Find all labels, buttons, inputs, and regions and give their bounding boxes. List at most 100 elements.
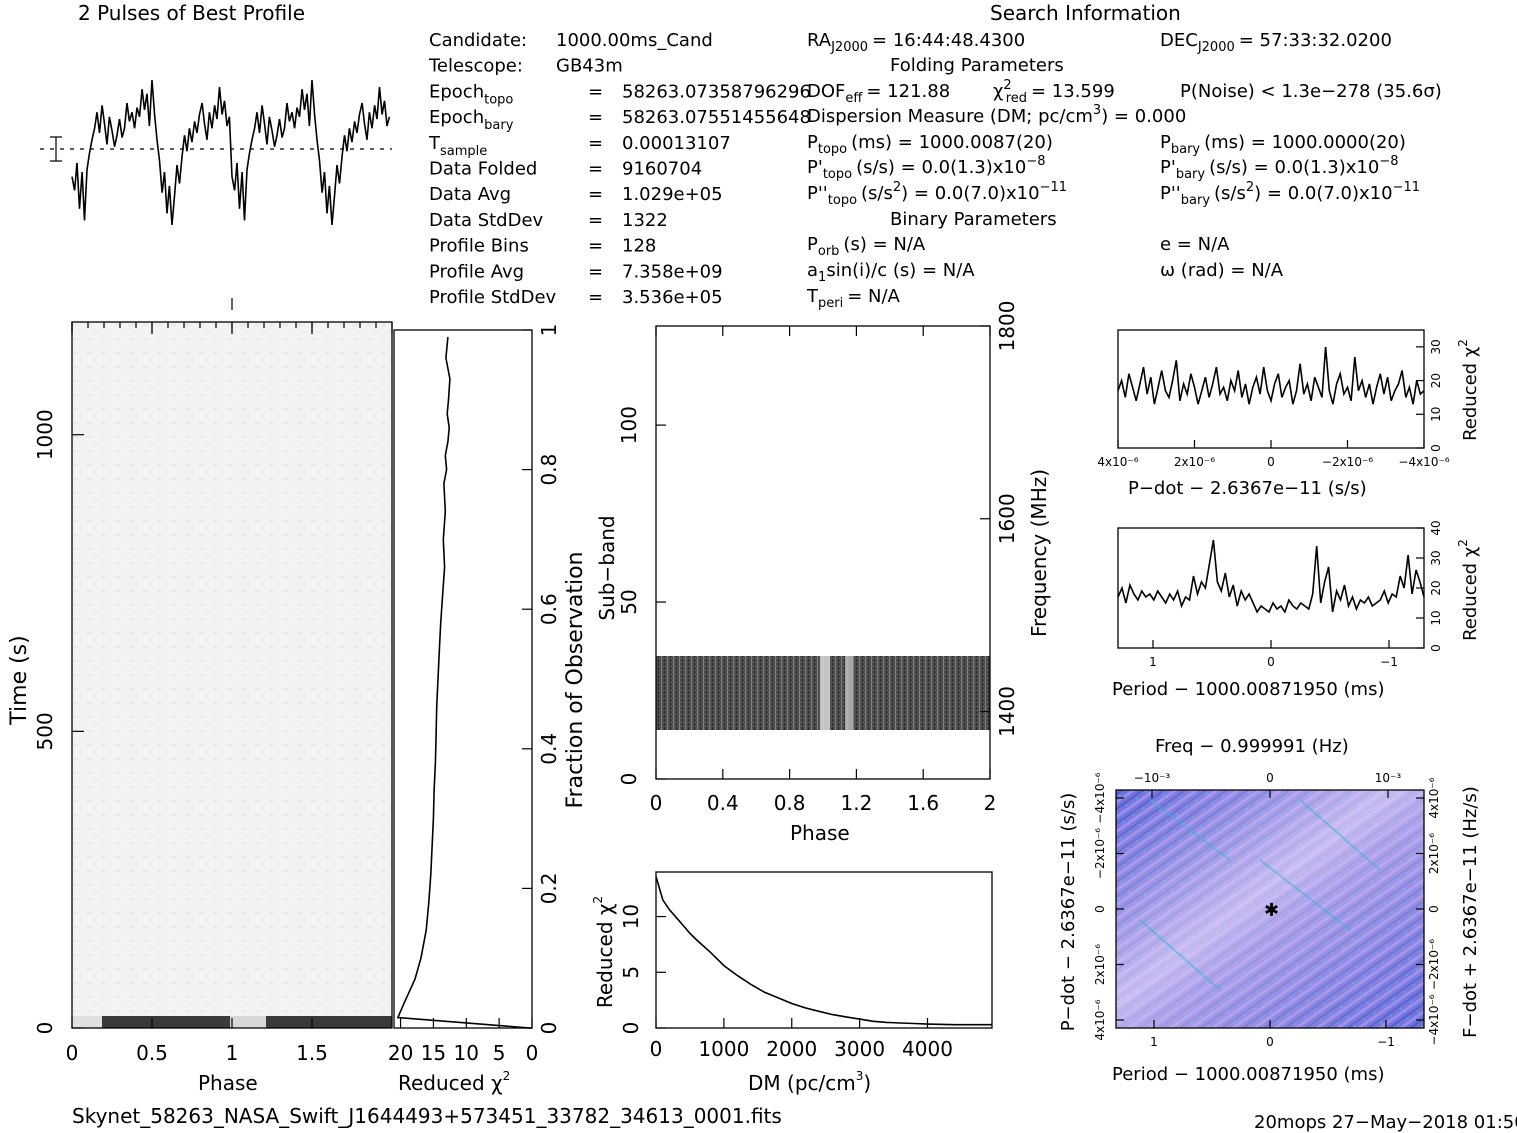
footer-filename: Skynet_58263_NASA_Swift_J1644493+573451_… <box>72 1104 782 1128</box>
y2-tick-label: 1400 <box>995 686 1019 737</box>
pddbary-unit: (s/s <box>1214 183 1246 204</box>
y-tick-label: 20 <box>1429 580 1443 595</box>
pdot-yaxis: 0 10 20 30 <box>1416 339 1443 452</box>
y-tick-label: 5 <box>619 966 643 979</box>
x-tick-label: 0 <box>1267 655 1275 669</box>
info-equals: = <box>588 261 603 282</box>
y-tick-label: 0 <box>619 1022 643 1035</box>
x-tick-label: 1.6 <box>907 791 939 815</box>
info-value: 1.029e+05 <box>622 184 723 205</box>
info-equals: = <box>588 287 603 308</box>
ppdot-freq-axis: −10⁻³ 0 10⁻³ <box>1134 771 1402 798</box>
y-tick-label: 1 <box>537 324 561 337</box>
dm-xaxis: 0 1000 2000 3000 4000 <box>650 1018 953 1061</box>
x2-tick-label: 10⁻³ <box>1375 771 1402 785</box>
pbary-label: Pbary (ms) = 1000.0000(20) <box>1160 132 1406 157</box>
folding-header: Folding Parameters <box>890 55 1064 76</box>
x-tick-label: 4000 <box>902 1037 953 1061</box>
dof-value: = 121.88 <box>866 81 950 102</box>
subband-frequency-axis: 1400 1600 1800 <box>980 301 1019 737</box>
ppdot-fdot-axis: −4x10⁻⁶ −2x10⁻⁶ 0 2x10⁻⁶ 4x10⁻⁶ <box>1416 777 1441 1046</box>
ppdot-xlabel: Period − 1000.00871950 (ms) <box>1112 1064 1384 1085</box>
x-tick-label: 5 <box>493 1041 506 1065</box>
ppdot-cyan-streaks <box>1139 799 1381 991</box>
time-phase-xlabel: Phase <box>198 1071 258 1095</box>
omega-value: ω (rad) = N/A <box>1160 260 1284 281</box>
info-key: Data StdDev <box>429 210 544 231</box>
info-key: Epochbary <box>429 107 514 133</box>
y-tick-label: 0 <box>33 1022 57 1035</box>
x-tick-label: 0 <box>526 1041 539 1065</box>
y-tick-label: 0.8 <box>537 454 561 486</box>
y-tick-label: 0.2 <box>537 872 561 904</box>
chi2-fraction-yaxis: 0 0.2 0.4 0.6 0.8 1 <box>522 324 561 1034</box>
ppdot-xaxis: 1 0 −1 <box>1150 1020 1395 1049</box>
dm-panel: 0 1000 2000 3000 4000 0 5 10 DM (pc/cm3) Reduc… <box>591 871 993 1095</box>
y-tick-label: 30 <box>1429 339 1443 354</box>
y-tick-label: 0.4 <box>537 733 561 765</box>
info-equals: = <box>588 210 603 231</box>
x-tick-label: −1 <box>1380 655 1398 669</box>
ecc-value: e = N/A <box>1160 234 1230 255</box>
profile-title: 2 Pulses of Best Profile <box>78 1 305 25</box>
info-value: 0.00013107 <box>622 133 731 154</box>
chi2-label: χ2 red = 13.599 <box>993 78 1115 106</box>
x-tick-label: 20 <box>388 1041 413 1065</box>
y2-tick-label: 1600 <box>995 493 1019 544</box>
period-trace <box>1117 539 1425 614</box>
y-tick-label: 10 <box>1429 407 1443 422</box>
candidate-info: Candidate: 1000.00ms_Cand Telescope: GB43m E… <box>428 30 811 308</box>
chi2-fraction-trace <box>396 336 532 1029</box>
porb-value: (s) = N/A <box>843 234 925 255</box>
info-key: Epochtopo <box>429 81 513 107</box>
chi2-fraction-panel: 20 15 10 5 0 00.20.40.60.81 Reduced χ2 Fract… <box>388 324 588 1095</box>
info-key: Profile Bins <box>429 236 529 257</box>
dm-ylabel: Reduced χ2 <box>591 896 617 1008</box>
y-tick-label: 50 <box>617 589 641 614</box>
dec-value: = 57:33:32.0200 <box>1239 30 1392 51</box>
pdot-xlabel: P−dot − 2.6367e−11 (s/s) <box>1128 478 1367 499</box>
x-tick-label: 2000 <box>766 1037 817 1061</box>
dm-yaxis: 0 5 10 <box>619 904 666 1035</box>
pddtopo-exp: −11 <box>1040 180 1067 195</box>
period-ylabel: Reduced χ2 <box>1456 539 1481 641</box>
ppdot-panel: Freq − 0.999991 (Hz) ✱ 1 0 −1 −10⁻³ 0 10⁻³ 4… <box>1058 736 1481 1085</box>
pddtopo-value: ) = 0.0(7.0)x10 <box>901 183 1039 204</box>
x-tick-label: 1 <box>1150 1035 1158 1049</box>
info-value: GB43m <box>556 56 623 77</box>
pddbary-value: ) = 0.0(7.0)x10 <box>1254 183 1392 204</box>
info-value: 58263.07358796296 <box>622 81 811 102</box>
info-equals: = <box>588 107 603 128</box>
y2-tick-label: −4x10⁻⁶ <box>1427 994 1441 1045</box>
dm-value: ) = 0.000 <box>1101 106 1186 127</box>
pddbary-label: P''bary (s/s2) = 0.0(7.0)x10−11 <box>1160 180 1420 208</box>
ppdot-ylabel: P−dot − 2.6367e−11 (s/s) <box>1058 793 1079 1032</box>
pdtopo-label: P'topo (s/s) = 0.0(1.3)x10−8 <box>807 154 1046 182</box>
x-tick-label: 15 <box>421 1041 446 1065</box>
x-tick-label: 0.8 <box>774 791 806 815</box>
pdot-xaxis: 4x10⁻⁶ 2x10⁻⁶ 0 −2x10⁻⁶ −4x10⁻⁶ <box>1097 440 1450 469</box>
info-value: 1000.00ms_Cand <box>556 30 713 51</box>
y2-tick-label: −2x10⁻⁶ <box>1427 939 1441 990</box>
chi2-value: = 13.599 <box>1031 81 1115 102</box>
info-value: 1322 <box>622 210 668 231</box>
profile-panel <box>40 79 392 310</box>
pdot-panel: 4x10⁻⁶ 2x10⁻⁶ 0 −2x10⁻⁶ −4x10⁻⁶ 0 10 20 30 P−do… <box>1097 329 1481 499</box>
y-tick-label: −2x10⁻⁶ <box>1093 828 1107 879</box>
dof-label: DOFeff = 121.88 <box>807 81 950 106</box>
y2-tick-label: 4x10⁻⁶ <box>1427 777 1441 818</box>
y-tick-label: 0 <box>1093 905 1107 913</box>
x-tick-label: 0 <box>650 791 663 815</box>
chi2-fraction-xlabel: Reduced χ2 <box>398 1069 510 1095</box>
subband-ylabel: Sub−band <box>595 515 619 620</box>
asini-label: a1sin(i)/c (s) = N/A <box>807 260 975 285</box>
pddtopo-label: P''topo (s/s2) = 0.0(7.0)x10−11 <box>807 180 1067 208</box>
x-tick-label: 0 <box>1267 455 1275 469</box>
frequency-ylabel: Frequency (MHz) <box>1027 469 1051 637</box>
pbary-value: (ms) = 1000.0000(20) <box>1204 132 1406 153</box>
ppdot-best-marker: ✱ <box>1264 900 1279 921</box>
x2-tick-label: 0 <box>1266 771 1274 785</box>
asini-value: sin(i)/c (s) = N/A <box>826 260 975 281</box>
subband-xlabel: Phase <box>790 821 850 845</box>
